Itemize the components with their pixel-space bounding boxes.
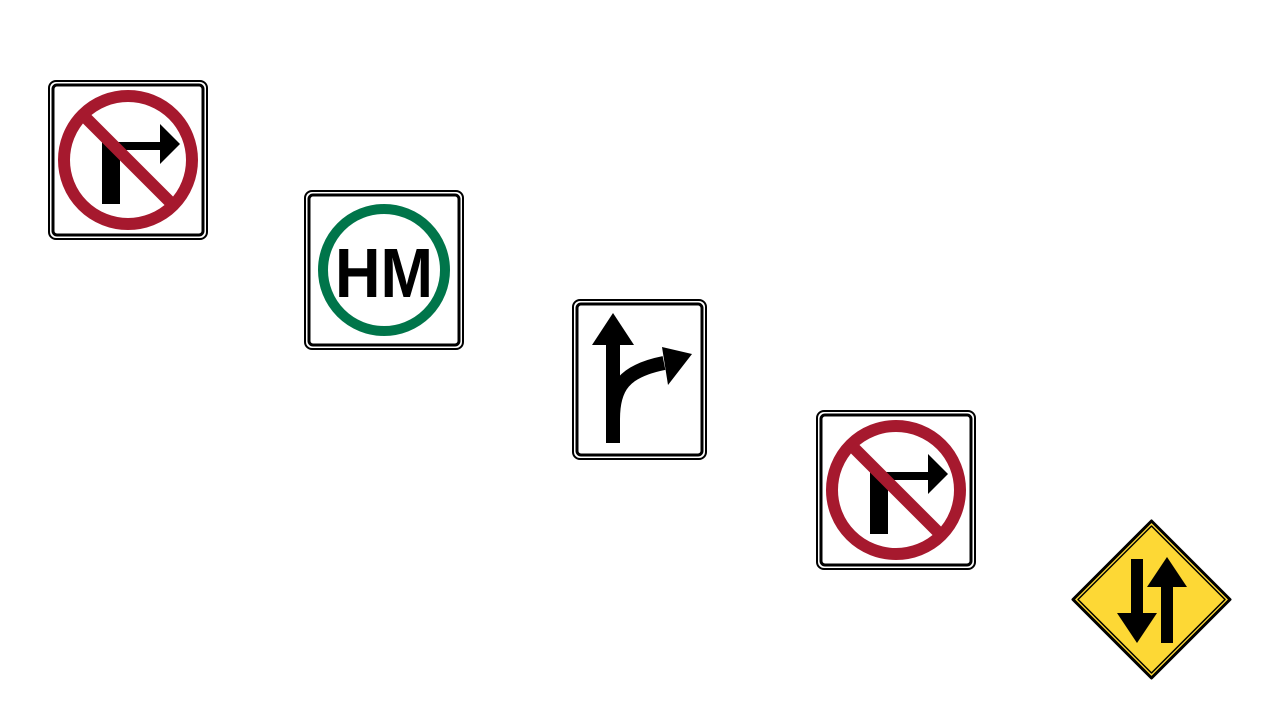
hazmat-route-sign: HM <box>304 190 464 350</box>
hazmat-route-icon: HM <box>304 190 464 350</box>
no-right-turn-sign <box>816 410 976 570</box>
hm-text: HM <box>335 235 433 313</box>
no-right-turn-sign <box>48 80 208 240</box>
two-way-traffic-sign <box>1071 519 1232 680</box>
two-way-traffic-icon <box>1071 519 1232 680</box>
straight-or-right-arrow-icon <box>572 299 707 460</box>
no-right-turn-icon <box>816 410 976 570</box>
straight-or-right-sign <box>572 299 707 460</box>
no-right-turn-icon <box>48 80 208 240</box>
